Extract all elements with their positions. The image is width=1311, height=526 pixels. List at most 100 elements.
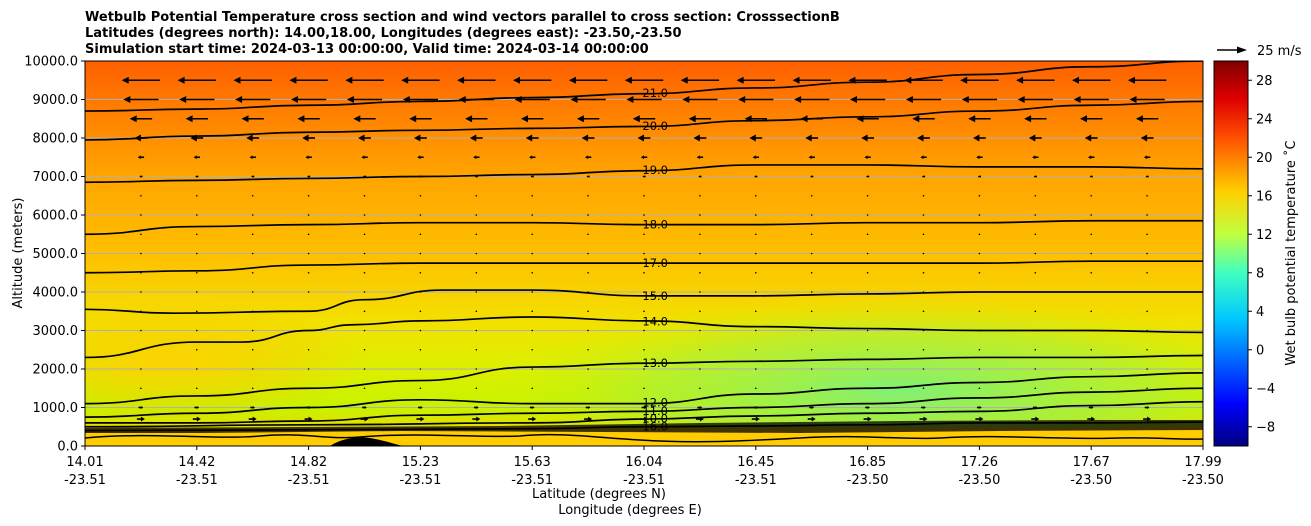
wind-vector — [196, 194, 198, 197]
wind-vector-head — [121, 76, 129, 84]
wind-vector-head — [302, 134, 309, 142]
wind-vector — [196, 368, 198, 370]
wind-vector-head — [185, 115, 193, 123]
wind-vector — [810, 214, 813, 216]
wind-vector — [531, 368, 533, 370]
wind-vector-head — [457, 76, 465, 84]
wind-vector — [307, 194, 310, 197]
wind-vector-head — [134, 134, 141, 142]
wind-vector-head — [1091, 416, 1096, 422]
y-tick-label: 4000.0 — [33, 286, 79, 301]
terrain-bump — [330, 437, 405, 446]
wind-vector-head — [364, 416, 369, 422]
wind-vector — [587, 214, 589, 216]
wind-vector — [755, 271, 757, 274]
x-tick-label-lat: 14.42 — [178, 455, 215, 470]
wind-vector — [531, 271, 533, 274]
wind-vector — [978, 387, 981, 390]
wind-vector — [755, 214, 757, 216]
wind-vector — [643, 214, 645, 216]
wind-vector — [475, 368, 478, 370]
wind-vector — [1034, 329, 1037, 332]
wind-vector — [643, 233, 645, 236]
contour-label: 19.0 — [642, 163, 668, 177]
y-tick-label: 5000.0 — [33, 247, 79, 262]
wind-vector — [810, 291, 813, 293]
wind-vector — [1090, 348, 1092, 351]
title-line: Wetbulb Potential Temperature cross sect… — [85, 10, 840, 25]
wind-vector-head — [866, 175, 868, 178]
wind-vector-head — [305, 155, 309, 160]
wind-vector — [419, 271, 422, 274]
wind-vector — [1090, 387, 1092, 390]
wind-vector — [1034, 368, 1037, 370]
wind-vector — [196, 271, 198, 274]
wind-vector-head — [696, 155, 700, 160]
wind-vector-head — [850, 96, 857, 103]
wind-vector — [866, 387, 869, 390]
wind-vector — [475, 271, 478, 274]
wind-vector — [978, 194, 981, 197]
wind-vector-head — [420, 416, 425, 422]
wind-vector-head — [530, 175, 533, 178]
wind-vector-head — [235, 96, 243, 103]
wind-vector — [978, 348, 981, 351]
x-tick-label-lat: 16.85 — [849, 455, 886, 470]
wind-vector-head — [642, 175, 644, 178]
contour-line — [85, 372, 1203, 418]
wind-vector-head — [752, 155, 756, 160]
wind-vector-head — [346, 96, 354, 103]
wind-vector-head — [979, 406, 982, 409]
x-tick-label-lon: -23.51 — [735, 473, 777, 488]
wind-vector-head — [1129, 96, 1137, 103]
wind-vector — [1034, 310, 1037, 313]
wind-vector — [196, 291, 198, 293]
colorbar-tick-label: 4 — [1256, 305, 1264, 320]
wind-vector — [866, 329, 869, 332]
wind-vector — [922, 194, 925, 197]
wind-vector — [363, 329, 366, 332]
colorbar-tick-label: 12 — [1256, 228, 1273, 243]
wind-vector — [1090, 291, 1092, 293]
wind-vector-head — [420, 406, 423, 409]
wind-vector — [419, 194, 422, 197]
wind-vector-head — [588, 406, 591, 409]
wind-vector-head — [848, 76, 856, 84]
wind-vector — [1090, 368, 1092, 370]
wind-vector — [1146, 271, 1148, 274]
wind-vector — [922, 252, 925, 255]
wind-vector-head — [297, 115, 305, 123]
wind-vector-head — [195, 175, 197, 178]
wind-vector-head — [581, 134, 589, 142]
wind-vector-head — [532, 416, 537, 422]
wind-vector-head — [979, 416, 984, 422]
x-tick-label-lon: -23.51 — [623, 473, 665, 488]
wind-vector-head — [1145, 175, 1148, 178]
surface-contour — [85, 433, 1203, 443]
wind-vector — [587, 348, 589, 351]
x-tick-label-lat: 14.01 — [66, 455, 103, 470]
wind-vector-head — [624, 76, 632, 84]
wind-vector — [922, 291, 925, 293]
wind-vector-head — [744, 115, 752, 123]
wind-vector-head — [458, 96, 466, 103]
wind-vector-head — [755, 406, 759, 409]
y-tick-label: 6000.0 — [33, 209, 79, 224]
wind-vector — [419, 252, 422, 255]
wind-vector — [251, 368, 254, 370]
wind-vector-head — [1084, 134, 1092, 142]
wind-vector-head — [476, 406, 479, 409]
contour-line — [85, 100, 1203, 141]
wind-vector — [922, 214, 925, 216]
contour-label: 18.0 — [642, 218, 668, 232]
wind-vector-head — [418, 175, 421, 178]
wind-vector — [1090, 271, 1092, 274]
wind-vector — [1146, 252, 1148, 255]
contour-line — [85, 354, 1203, 405]
wind-vector — [363, 271, 366, 274]
wind-vector-head — [699, 406, 703, 409]
wind-vector — [699, 194, 701, 197]
wind-vector — [531, 329, 533, 332]
plot-area: 21.0 20.0 19.0 18.0 17.0 15.0 14.0 13.0 12.011.0… — [85, 61, 1203, 446]
wind-vector-head — [644, 406, 647, 409]
